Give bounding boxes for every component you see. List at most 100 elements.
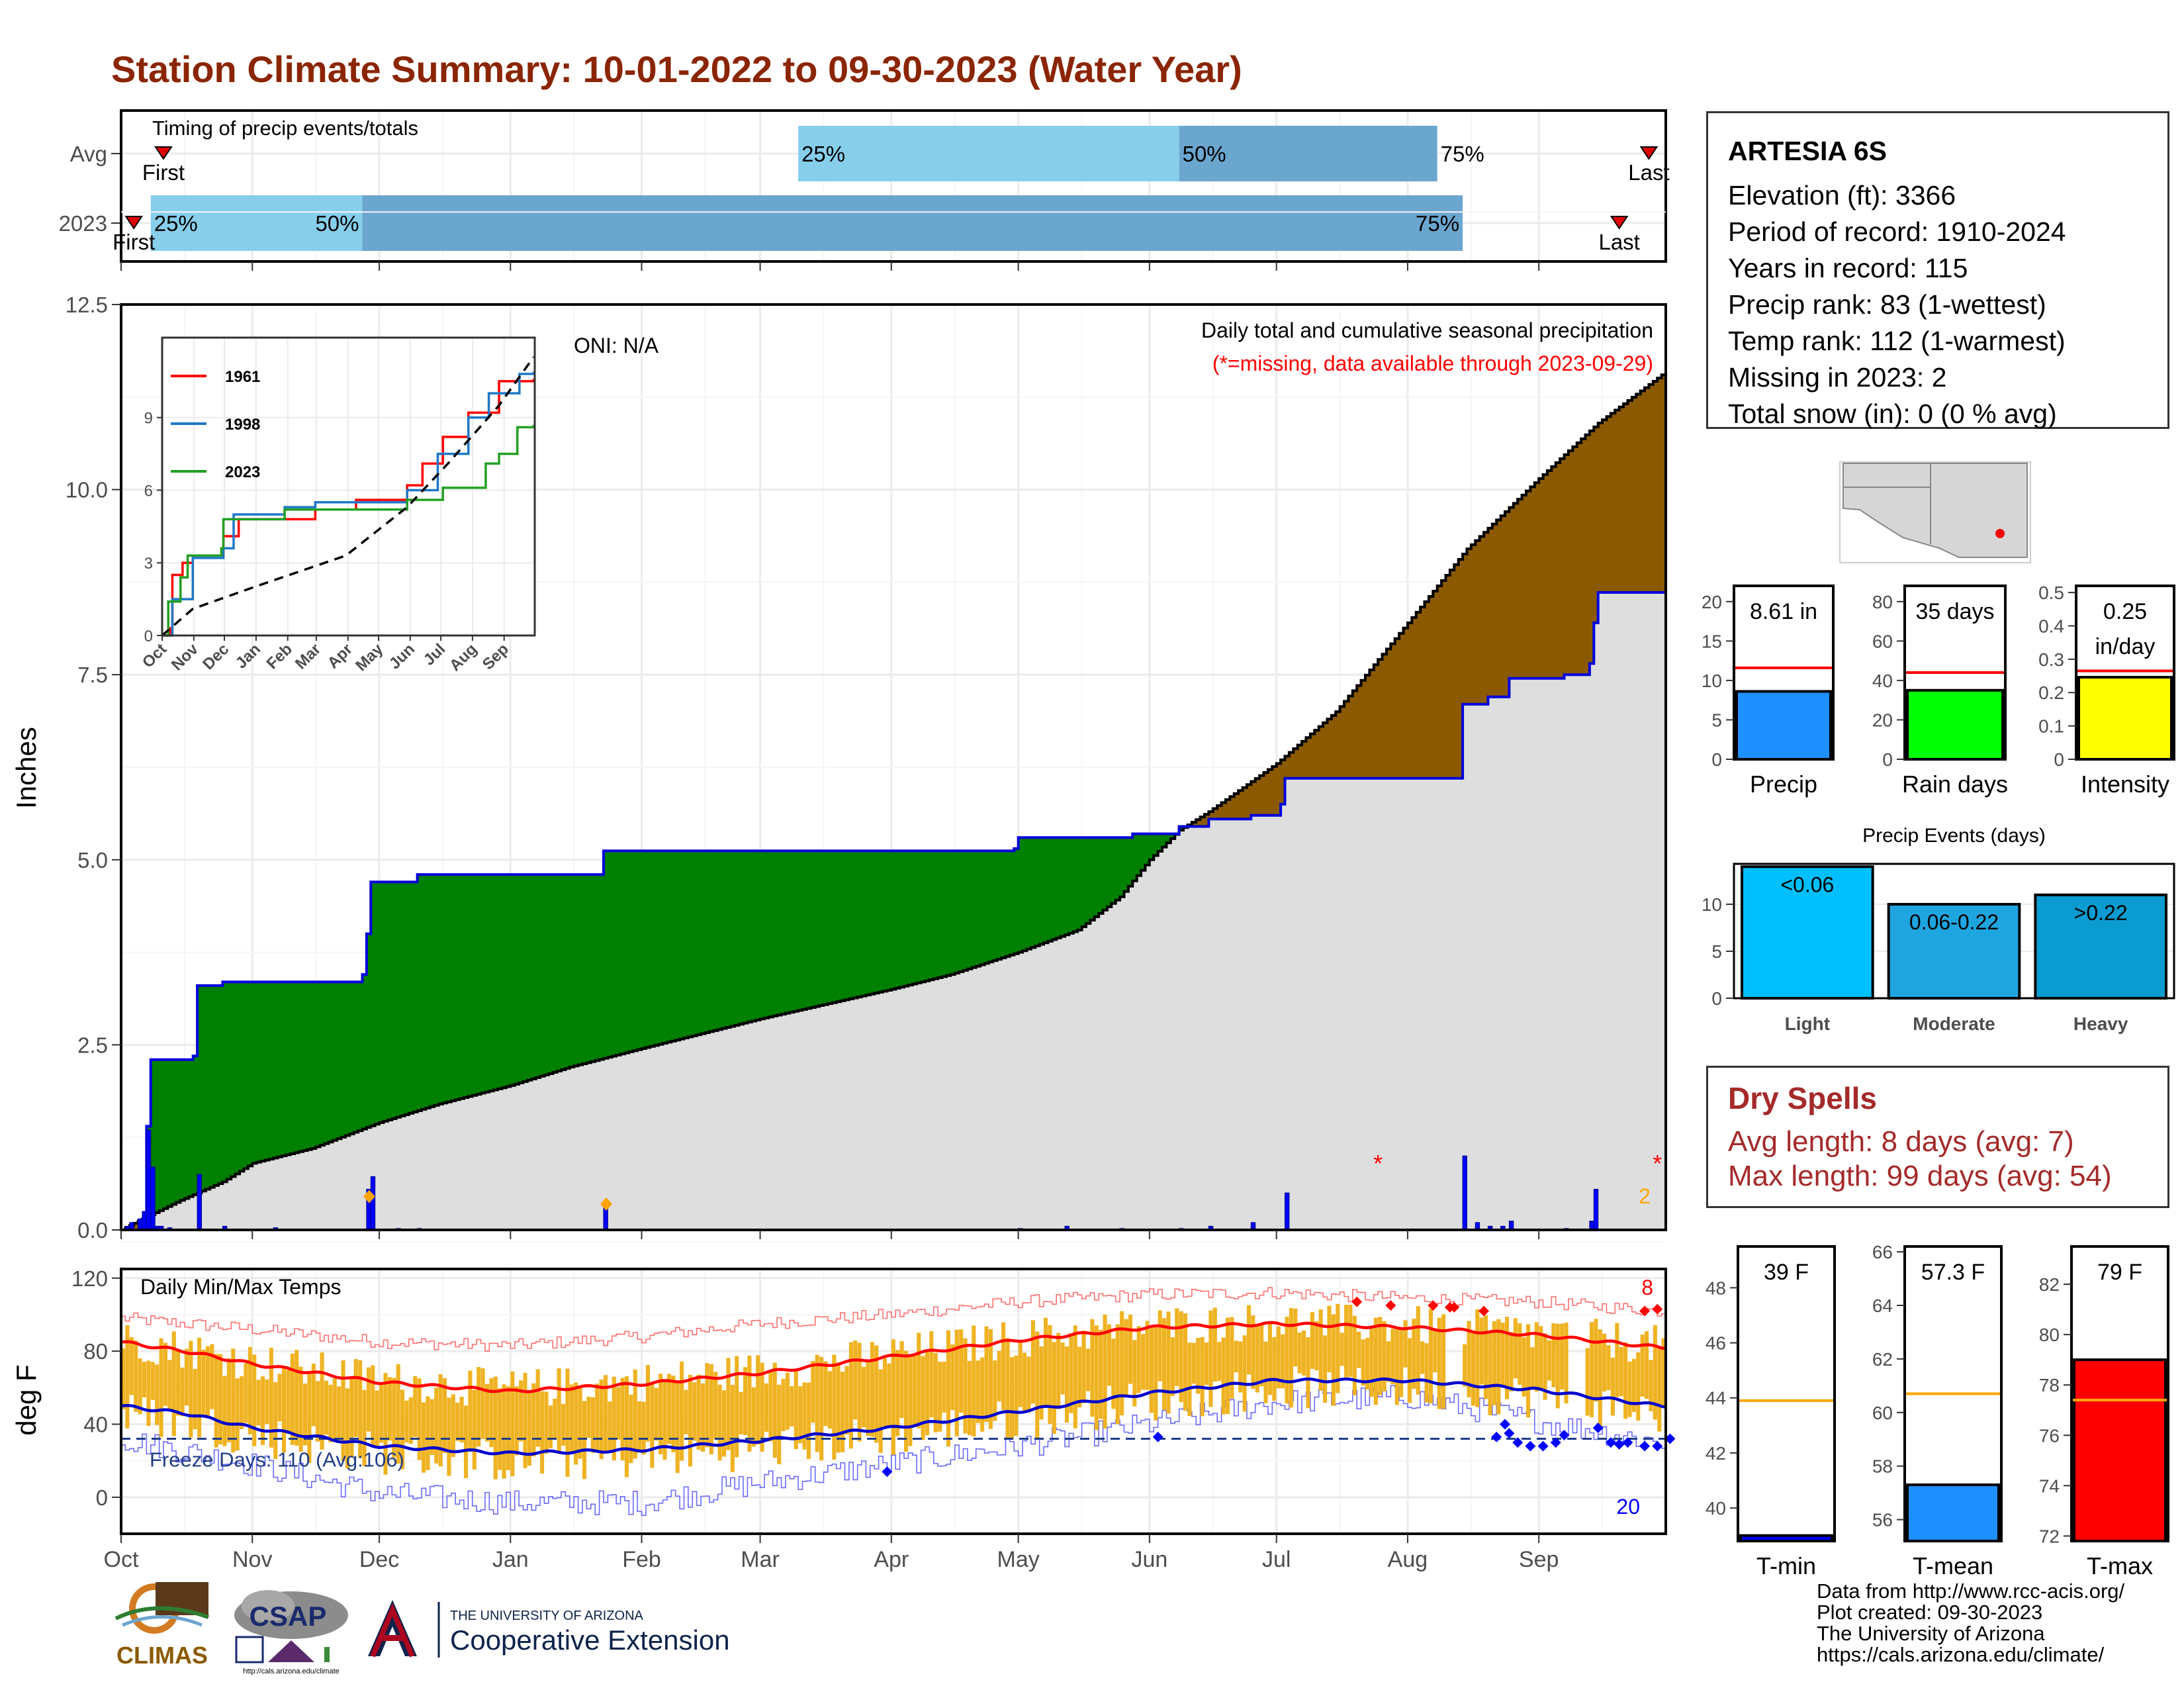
tmean-frame [1903,1245,2003,1542]
daily-temp-range-bar [903,1350,909,1452]
daily-temp-range-bar [455,1402,460,1441]
station-temp-rank: Temp rank: 112 (1-warmest) [1728,326,2066,356]
daily-temp-range-bar [1336,1303,1340,1393]
daily-temp-range-bar [1044,1317,1048,1407]
daily-temp-range-bar [827,1371,832,1429]
csap-logo: CSAP http://cals.arizona.edu/climate [228,1587,354,1677]
precip_total-bar [1735,690,1832,761]
inset-legend-label: 1998 [225,416,260,434]
daily-temp-range-bar [917,1333,921,1429]
daily-temp-range-bar [616,1387,621,1440]
daily-temp-range-bar [582,1401,587,1479]
tmax-bar [2073,1358,2167,1542]
daily-temp-range-bar [929,1331,934,1418]
daily-temp-range-bar [1293,1308,1298,1367]
timing-marker-triangle [1639,146,1659,160]
timing-marker-label: Last [1598,230,1639,254]
daily-temp-range-bar [1039,1346,1044,1420]
daily-temp-range-bar [692,1382,697,1441]
daily-temp-range-bar [286,1370,291,1434]
daily-temp-range-bar [569,1384,574,1453]
daily-temp-range-bar [295,1350,299,1446]
daily-precip-bar [1589,1221,1594,1231]
daily-temp-range-bar [1331,1314,1336,1406]
timing-marker-label: 50% [1183,142,1226,166]
daily-temp-range-bar [155,1364,159,1425]
daily-temp-range-bar [760,1362,764,1452]
daily-precip-bar [370,1176,376,1231]
daily-temp-range-bar [811,1361,815,1423]
daily-temp-range-bar [265,1379,269,1425]
daily-temp-range-bar [252,1354,257,1446]
daily-temp-range-bar [1543,1333,1547,1400]
daily-temp-range-bar [802,1382,807,1450]
precip-subtitle: Daily total and cumulative seasonal prec… [1201,318,1653,342]
daily-temp-range-bar [899,1340,904,1419]
daily-temp-range-bar [688,1374,692,1467]
daily-temp-range-bar [1009,1357,1014,1439]
locator-map [1839,461,2031,563]
tmax-y-tick-label: 74 [2039,1476,2060,1496]
daily-temp-range-bar [798,1386,803,1444]
daily-temp-range-bar [121,1348,126,1409]
daily-temp-range-bar [1606,1345,1611,1391]
rain_days-value-label: 35 days [1915,599,1994,624]
timing-row-label: 2023 [59,211,107,236]
timing-segment [150,195,363,251]
temp-x-tick-label: Sep [1519,1547,1559,1572]
daily-temp-range-bar [451,1394,455,1458]
daily-temp-range-bar [222,1376,227,1446]
tmin-value-label: 39 F [1764,1260,1809,1285]
daily-temp-range-bar [210,1344,214,1409]
daily-temp-range-bar [1077,1346,1082,1408]
daily-temp-range-bar [823,1361,828,1427]
daily-temp-range-bar [320,1352,324,1450]
daily-temp-range-bar [417,1378,422,1460]
dry-spells-title: Dry Spells [1728,1081,1877,1115]
intensity-y-tick-label: 0 [2054,749,2064,770]
daily-temp-range-bar [167,1360,172,1411]
daily-temp-range-bar [1001,1322,1006,1411]
daily-temp-range-bar [1441,1314,1446,1409]
daily-temp-range-bar [392,1378,396,1458]
daily-temp-range-bar [1230,1317,1234,1399]
tmin-y-tick-label: 46 [1706,1333,1726,1354]
climas-logo-art: CLIMAS [114,1582,209,1669]
precip_total-value-label: 8.61 in [1750,599,1817,624]
daily-temp-range-bar [1344,1305,1349,1378]
daily-temp-range-bar [1246,1305,1251,1375]
daily-temp-range-bar [1615,1323,1619,1397]
daily-temp-range-bar [848,1342,853,1449]
record-low-marker [1622,1437,1633,1448]
precip-events-bar [1887,903,2021,1000]
daily-temp-range-bar [1589,1322,1594,1417]
daily-temp-range-bar [590,1397,595,1453]
daily-temp-range-bar [1394,1329,1399,1405]
daily-temp-range-bar [743,1367,748,1435]
inset-series-avg [161,356,535,637]
daily-temp-range-bar [1115,1324,1120,1425]
credits: Data from http://www.rcc-acis.org/ Plot … [1817,1581,2124,1665]
daily-temp-range-bar [1310,1312,1314,1369]
daily-temp-range-bar [1221,1337,1226,1415]
daily-temp-range-bar [1518,1323,1522,1385]
daily-temp-range-bar [1373,1317,1378,1405]
temp-y-tick-label: 80 [83,1339,108,1364]
daily-temp-range-bar [527,1389,531,1466]
precip-events-bar-label: <0.06 [1780,872,1834,896]
daily-temp-range-bar [1352,1315,1357,1395]
precip-missing-note: (*=missing, data available through 2023-… [1212,352,1653,375]
timing-frame [120,109,1667,263]
daily-temp-range-bar [146,1360,151,1427]
daily-temp-range-bar [878,1369,883,1453]
station-info-box: ARTESIA 6S Elevation (ft): 3366 Period o… [1706,111,2169,429]
daily-temp-range-bar [366,1367,371,1432]
daily-temp-range-bar [1560,1323,1565,1389]
record-low-marker [1639,1440,1651,1452]
temp-x-tick-label: Oct [104,1547,139,1572]
cumulative-precip-panel: * * Daily total and cumulative seasonal pr… [11,211,1667,1243]
tmax-value-label: 79 F [2097,1260,2142,1285]
daily-temp-range-bar [785,1372,790,1430]
